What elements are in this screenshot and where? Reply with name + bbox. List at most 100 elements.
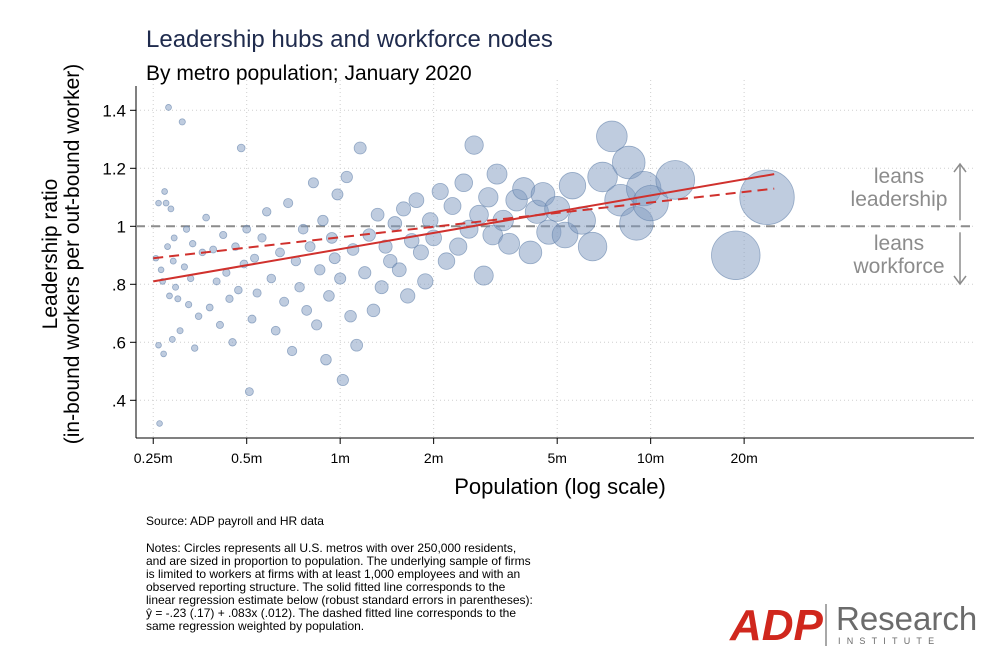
metro-bubble [340, 170, 353, 184]
metro-bubble [275, 247, 285, 258]
metro-bubble [185, 301, 193, 309]
metro-bubble [180, 263, 188, 271]
metro-bubble [156, 420, 163, 427]
metro-bubble [166, 292, 173, 300]
metro-bubble [205, 303, 214, 312]
metro-bubble [155, 341, 162, 349]
fit-line-dashed [153, 187, 775, 260]
metro-bubble [449, 237, 468, 256]
metro-bubble [262, 207, 272, 217]
metro-bubble [178, 118, 186, 126]
metro-bubble [283, 198, 294, 209]
metro-bubble [279, 296, 290, 307]
metro-bubble [596, 120, 628, 153]
metro-bubble [739, 169, 795, 225]
metro-bubble [473, 265, 494, 286]
metro-bubble [257, 233, 267, 243]
y-tick-label: .4 [112, 391, 126, 410]
metro-bubble [378, 239, 393, 254]
x-tick-label: 0.5m [231, 450, 262, 466]
metro-bubble [209, 245, 218, 254]
arrow-up-icon [953, 162, 967, 173]
adp-research-logo: ADP Research INSTITUTE [729, 600, 977, 648]
metro-bubble [370, 207, 385, 222]
metro-bubble [286, 345, 298, 357]
annotation-workforce-line-2: workforce [853, 255, 945, 278]
x-tick-label: 20m [731, 450, 758, 466]
metro-bubble [189, 240, 197, 248]
metro-bubble [353, 141, 367, 155]
y-tick-label: .8 [112, 275, 126, 294]
metro-bubble [711, 230, 761, 280]
metro-bubble [454, 173, 473, 193]
metro-bubble [160, 350, 167, 358]
x-axis-label: Population (log scale) [454, 474, 666, 499]
metro-bubble [320, 353, 332, 366]
metro-bubble [270, 325, 281, 336]
metro-bubble [250, 253, 260, 263]
notes-line: Notes: Circles represents all U.S. metro… [146, 541, 517, 555]
logo-brand-text: ADP [729, 601, 824, 648]
metro-bubble [469, 204, 489, 225]
metro-bubble [157, 266, 165, 274]
metro-bubble [587, 161, 618, 193]
chart-subtitle: By metro population; January 2020 [146, 62, 472, 85]
metro-bubble [334, 272, 347, 285]
metro-bubble [317, 214, 329, 227]
metro-bubble [169, 257, 177, 265]
metro-bubble [242, 224, 252, 234]
metro-bubble [311, 319, 323, 331]
metro-bubble [350, 338, 364, 352]
annotation-leadership-line-2: leadership [850, 188, 948, 211]
y-tick-label: 1 [117, 217, 126, 236]
metro-bubble [387, 216, 403, 231]
notes-line: is limited to workers at firms with at l… [146, 567, 521, 581]
metro-bubble [464, 135, 484, 155]
metro-bubble [328, 252, 341, 265]
x-tick-label: 2m [424, 450, 443, 466]
metro-bubble [486, 163, 508, 185]
metro-bubble [443, 197, 462, 215]
metro-bubble [331, 188, 344, 201]
metro-bubble [155, 199, 162, 207]
metro-bubble [417, 273, 434, 290]
metro-bubble [212, 277, 221, 286]
metro-bubble [252, 288, 262, 298]
y-tick-label: 1.4 [102, 101, 126, 120]
metro-bubble [162, 199, 170, 207]
metro-bubble [182, 225, 191, 233]
metro-bubble [161, 188, 168, 195]
metro-bubble [301, 305, 313, 316]
notes-line: same regression weighted by population. [146, 619, 365, 633]
x-tick-label: 1m [330, 450, 349, 466]
metro-bubble [478, 187, 499, 208]
metro-bubble [266, 273, 277, 284]
metro-bubble [172, 283, 179, 291]
metro-bubble [577, 231, 608, 262]
notes-line: and are sized in proportion to populatio… [146, 554, 531, 568]
metro-bubble [228, 338, 237, 347]
metro-bubble [244, 387, 254, 396]
metro-bubble [422, 212, 439, 229]
notes-block: Notes: Circles represents all U.S. metro… [146, 542, 616, 633]
metro-bubble [294, 281, 305, 293]
y-tick-label: 1.2 [102, 159, 126, 178]
annotation-workforce-line-1: leans [873, 232, 925, 255]
metro-bubble [412, 244, 429, 261]
y-tick-label: .6 [112, 333, 126, 352]
x-tick-label: 5m [547, 450, 566, 466]
metro-bubble [234, 285, 243, 295]
metro-bubble [358, 266, 372, 280]
annotation-leadership-line-1: leans [873, 165, 925, 188]
metro-bubble [164, 243, 171, 250]
logo-tagline-text: INSTITUTE [838, 636, 940, 646]
fit-line-solid [153, 173, 775, 283]
metro-bubble [558, 172, 587, 200]
notes-line: observed reporting structure. The solid … [146, 580, 506, 594]
metro-bubble [344, 309, 357, 323]
notes-line: linear regression estimate below (robust… [146, 593, 533, 607]
metro-bubble [336, 373, 349, 387]
metro-bubble [194, 312, 203, 320]
x-tick-label: 10m [637, 450, 664, 466]
